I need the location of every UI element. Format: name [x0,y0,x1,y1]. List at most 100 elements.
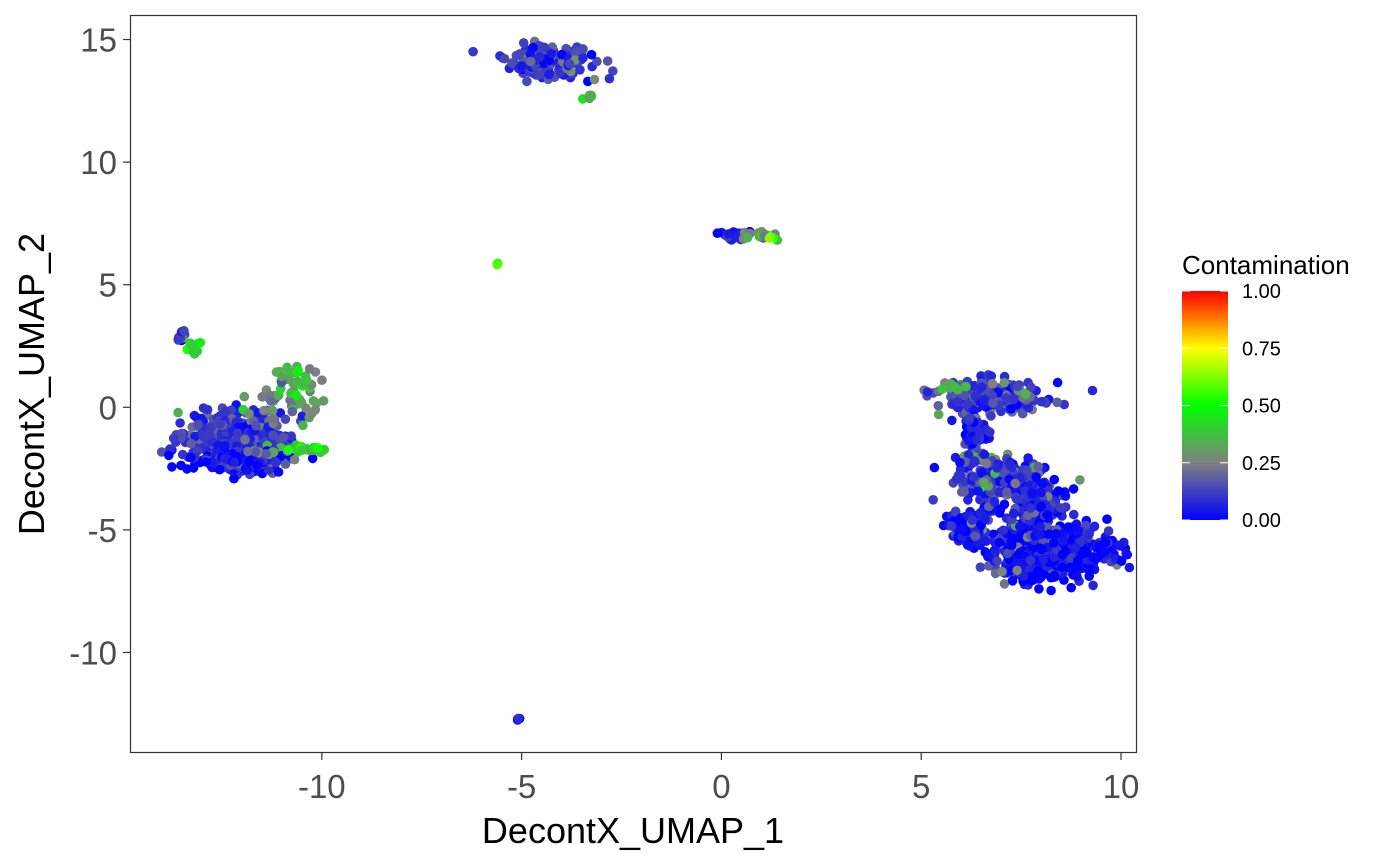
data-point [1046,585,1056,596]
data-point [268,430,279,440]
data-point [1010,478,1020,489]
data-point [499,53,510,64]
data-point [534,70,545,80]
data-point [291,390,302,401]
data-point [1102,514,1112,524]
data-point [280,414,291,425]
y-axis: -10 -5 0 5 10 15 [69,22,130,671]
data-point [933,400,944,411]
data-point [971,435,982,445]
data-point [1025,503,1036,513]
data-point [243,446,253,457]
data-point [282,362,292,373]
data-point [961,381,971,392]
data-point [492,259,502,270]
data-point [969,472,979,482]
data-point [1081,548,1092,558]
data-point [987,378,998,389]
data-point [1057,549,1068,560]
data-point [1084,529,1094,539]
data-point [964,536,974,547]
data-point [975,508,986,518]
data-point [287,406,298,417]
data-point [1023,453,1033,463]
data-point [167,462,177,472]
data-point [997,566,1007,577]
x-tick-label: 5 [912,768,930,805]
data-point [950,506,961,517]
data-point [1049,552,1060,562]
data-point [1011,494,1022,504]
data-point [190,431,200,442]
data-point [215,419,225,430]
data-point [963,449,974,460]
data-point [575,65,585,75]
data-point [232,428,243,439]
x-tick-label: -10 [298,768,346,805]
y-tick-label: 0 [99,389,117,426]
data-point [951,474,962,484]
data-point [1013,533,1023,544]
data-point [1084,571,1094,581]
data-point [1025,555,1036,566]
data-point [1036,487,1046,498]
data-point [564,59,575,69]
data-point [1033,566,1043,576]
data-point [987,390,997,401]
data-point [1042,510,1053,520]
data-point [203,430,214,441]
data-point [1002,548,1013,559]
data-point [186,452,196,463]
data-point [182,464,192,474]
data-point [201,457,211,467]
data-point [998,525,1008,536]
data-point [1008,394,1019,405]
data-point [946,521,956,531]
x-tick-label: 0 [712,768,730,805]
data-point [999,378,1010,388]
data-point [1116,556,1127,566]
plot-panel-border [129,14,1138,754]
data-point [263,465,274,475]
data-point [985,427,995,437]
data-point [1026,382,1036,393]
data-point [957,525,968,535]
data-point [517,61,527,71]
data-point [278,432,289,443]
y-tick-label: 15 [80,22,117,59]
data-point [973,486,983,497]
data-point [250,447,261,457]
data-point [202,404,213,415]
data-point [1001,393,1012,403]
data-point [1002,487,1012,497]
data-point [928,495,938,505]
data-point [1034,529,1045,539]
data-point [1035,522,1045,532]
data-point [981,458,992,469]
data-point [244,456,254,467]
data-point [266,396,276,407]
data-point [318,396,329,406]
data-point [1068,484,1079,494]
data-point [602,56,613,66]
data-point [240,434,250,445]
data-point [952,397,963,407]
data-point [994,487,1005,497]
data-point [571,48,582,58]
data-point [584,93,595,104]
data-point [956,516,966,527]
data-point [1087,385,1098,396]
data-point [206,423,216,433]
data-point [307,453,318,464]
data-point [298,420,308,431]
data-point [286,431,297,441]
data-point [980,514,990,525]
data-point [1015,521,1025,532]
data-point [307,408,317,419]
data-point [1115,541,1125,551]
data-point [244,409,254,419]
y-tick-label: -5 [88,512,117,549]
data-point [1007,576,1018,586]
data-point [1069,509,1079,520]
data-point [267,405,278,416]
